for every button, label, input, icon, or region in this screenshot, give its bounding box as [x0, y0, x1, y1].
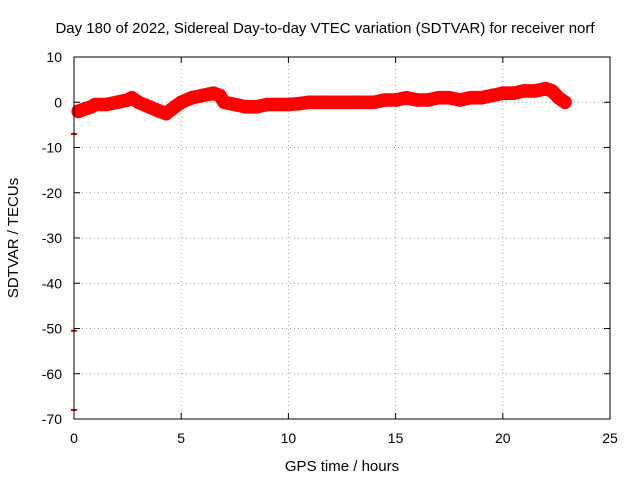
x-tick-label: 20 [495, 430, 511, 446]
data-point [431, 90, 446, 105]
data-point [185, 90, 199, 105]
y-tick-label: -10 [42, 140, 62, 156]
y-tick-label: -40 [42, 275, 62, 291]
data-point [217, 95, 231, 110]
plot-border [73, 56, 611, 420]
x-tick-label: 10 [281, 430, 297, 446]
data-point [517, 84, 532, 98]
y-tick-label: -20 [42, 185, 62, 201]
data-point [335, 95, 349, 110]
data-point [378, 93, 392, 107]
data-point [453, 93, 467, 107]
x-tick-label: 5 [177, 430, 185, 446]
x-axis-ticks: 0 5 10 15 20 25 [70, 57, 618, 446]
x-tick-label: 25 [602, 430, 618, 446]
y-tick-label: -30 [42, 230, 62, 246]
grid-lines [74, 57, 610, 419]
data-point [388, 93, 403, 107]
data-point [260, 97, 274, 112]
data-point [110, 95, 124, 110]
data-point [88, 97, 103, 112]
data-point [463, 90, 478, 105]
data-point [506, 86, 521, 100]
data-point [324, 95, 339, 110]
data-point [474, 90, 489, 105]
data-point [496, 86, 510, 100]
data-point [313, 95, 328, 110]
y-tick-label: 0 [54, 94, 62, 110]
y-axis-ticks: 10 0 -10 -20 -30 -40 -50 -60 -70 [42, 49, 610, 427]
y-axis-label: SDTVAR / TECUs [5, 178, 22, 298]
x-tick-label: 0 [70, 430, 78, 446]
data-point [303, 95, 317, 110]
y-tick-label: -60 [42, 366, 62, 382]
data-point [195, 88, 210, 103]
data-point [174, 95, 188, 110]
x-axis-label: GPS time / hours [285, 458, 399, 475]
chart-title: Day 180 of 2022, Sidereal Day-to-day VTE… [55, 20, 595, 37]
data-point [99, 97, 113, 112]
data-point [270, 97, 285, 112]
data-point [399, 90, 414, 105]
data-point [485, 88, 499, 103]
y-tick-label: -50 [42, 321, 62, 337]
data-point [528, 84, 542, 98]
data-point [558, 95, 572, 110]
data-point [142, 99, 156, 114]
y-tick-label: -70 [42, 411, 62, 427]
data-point [281, 97, 296, 112]
data-point [442, 90, 456, 105]
data-point [356, 95, 371, 110]
data-point [410, 93, 424, 107]
series-layer [71, 81, 572, 411]
data-point [420, 93, 435, 107]
y-tick-label: 10 [46, 49, 62, 65]
data-point [228, 97, 242, 112]
data-point [249, 99, 264, 114]
x-tick-label: 15 [388, 430, 404, 446]
data-point [345, 95, 360, 110]
data-point [292, 96, 306, 111]
data-point [131, 95, 146, 110]
data-point [367, 95, 381, 110]
data-point [238, 99, 253, 114]
